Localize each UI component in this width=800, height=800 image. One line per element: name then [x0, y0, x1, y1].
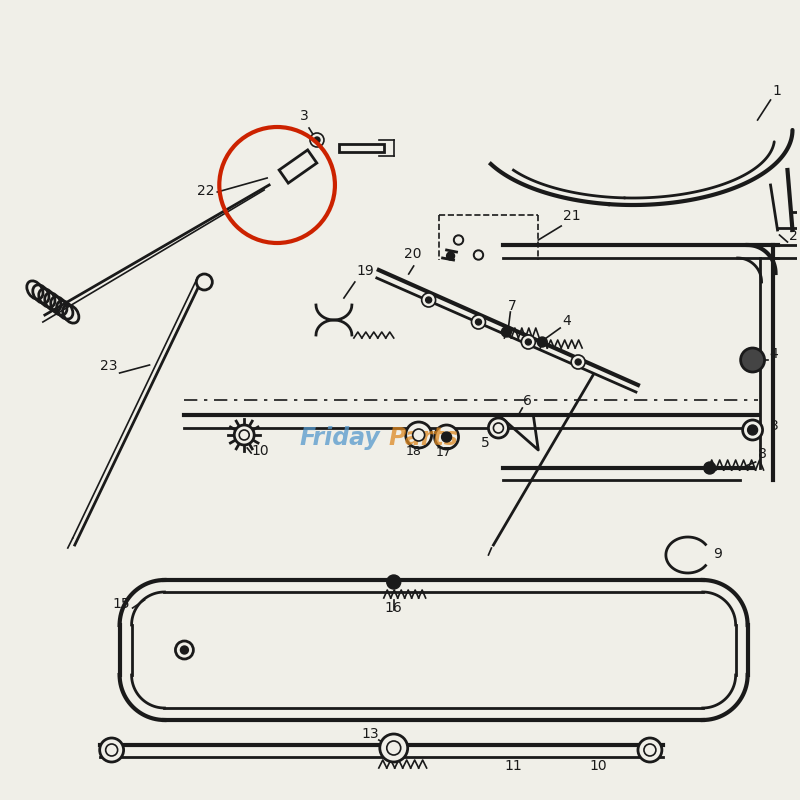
Text: 22: 22	[197, 184, 214, 198]
Circle shape	[475, 319, 482, 325]
Circle shape	[314, 137, 320, 143]
Circle shape	[494, 423, 503, 433]
Text: 23: 23	[100, 359, 118, 373]
Circle shape	[571, 355, 585, 369]
Circle shape	[538, 337, 547, 347]
Text: 21: 21	[563, 209, 581, 223]
Circle shape	[100, 738, 124, 762]
Text: 1: 1	[773, 84, 782, 98]
Text: 8: 8	[758, 447, 766, 461]
Circle shape	[446, 252, 454, 260]
Circle shape	[502, 327, 511, 337]
Text: 6: 6	[523, 394, 532, 408]
Circle shape	[434, 425, 458, 449]
Text: 16: 16	[385, 601, 402, 615]
Circle shape	[638, 738, 662, 762]
Circle shape	[106, 744, 118, 756]
Text: 20: 20	[404, 247, 422, 261]
Circle shape	[475, 252, 482, 258]
Text: Friday: Friday	[299, 426, 380, 450]
Text: 2: 2	[790, 229, 798, 243]
Text: 13: 13	[361, 727, 378, 741]
Bar	[279, 150, 317, 183]
Text: 9: 9	[713, 547, 722, 561]
Text: 10: 10	[590, 759, 607, 773]
Circle shape	[175, 641, 194, 659]
Circle shape	[474, 250, 483, 260]
Text: 4: 4	[770, 347, 778, 361]
Circle shape	[234, 425, 254, 445]
Circle shape	[489, 418, 508, 438]
Circle shape	[426, 297, 432, 303]
Circle shape	[748, 425, 758, 435]
Text: 10: 10	[251, 444, 269, 458]
Circle shape	[380, 734, 408, 762]
Text: 5: 5	[481, 436, 490, 450]
Circle shape	[526, 339, 531, 345]
Text: 18: 18	[406, 445, 422, 458]
Text: 7: 7	[508, 299, 517, 313]
Text: 4: 4	[562, 314, 571, 328]
Circle shape	[455, 237, 462, 243]
Circle shape	[386, 575, 401, 589]
Text: 11: 11	[505, 759, 522, 773]
Circle shape	[741, 348, 765, 372]
Circle shape	[181, 646, 188, 654]
Text: ⁠Parts: ⁠Parts	[389, 426, 458, 450]
Circle shape	[239, 430, 250, 440]
Circle shape	[704, 462, 716, 474]
Text: 3: 3	[770, 419, 778, 433]
Text: 3: 3	[300, 109, 309, 123]
Bar	[339, 144, 384, 152]
Circle shape	[471, 315, 486, 329]
Text: 19: 19	[357, 264, 374, 278]
Circle shape	[454, 235, 463, 245]
Circle shape	[742, 420, 762, 440]
Circle shape	[422, 293, 436, 307]
Text: 17: 17	[436, 446, 451, 459]
Circle shape	[386, 741, 401, 755]
Circle shape	[413, 429, 425, 441]
Circle shape	[196, 274, 212, 290]
Circle shape	[310, 133, 324, 147]
Circle shape	[442, 432, 451, 442]
Circle shape	[522, 335, 535, 349]
Text: 15: 15	[112, 597, 130, 611]
Circle shape	[644, 744, 656, 756]
Circle shape	[406, 422, 432, 448]
Circle shape	[575, 359, 581, 365]
